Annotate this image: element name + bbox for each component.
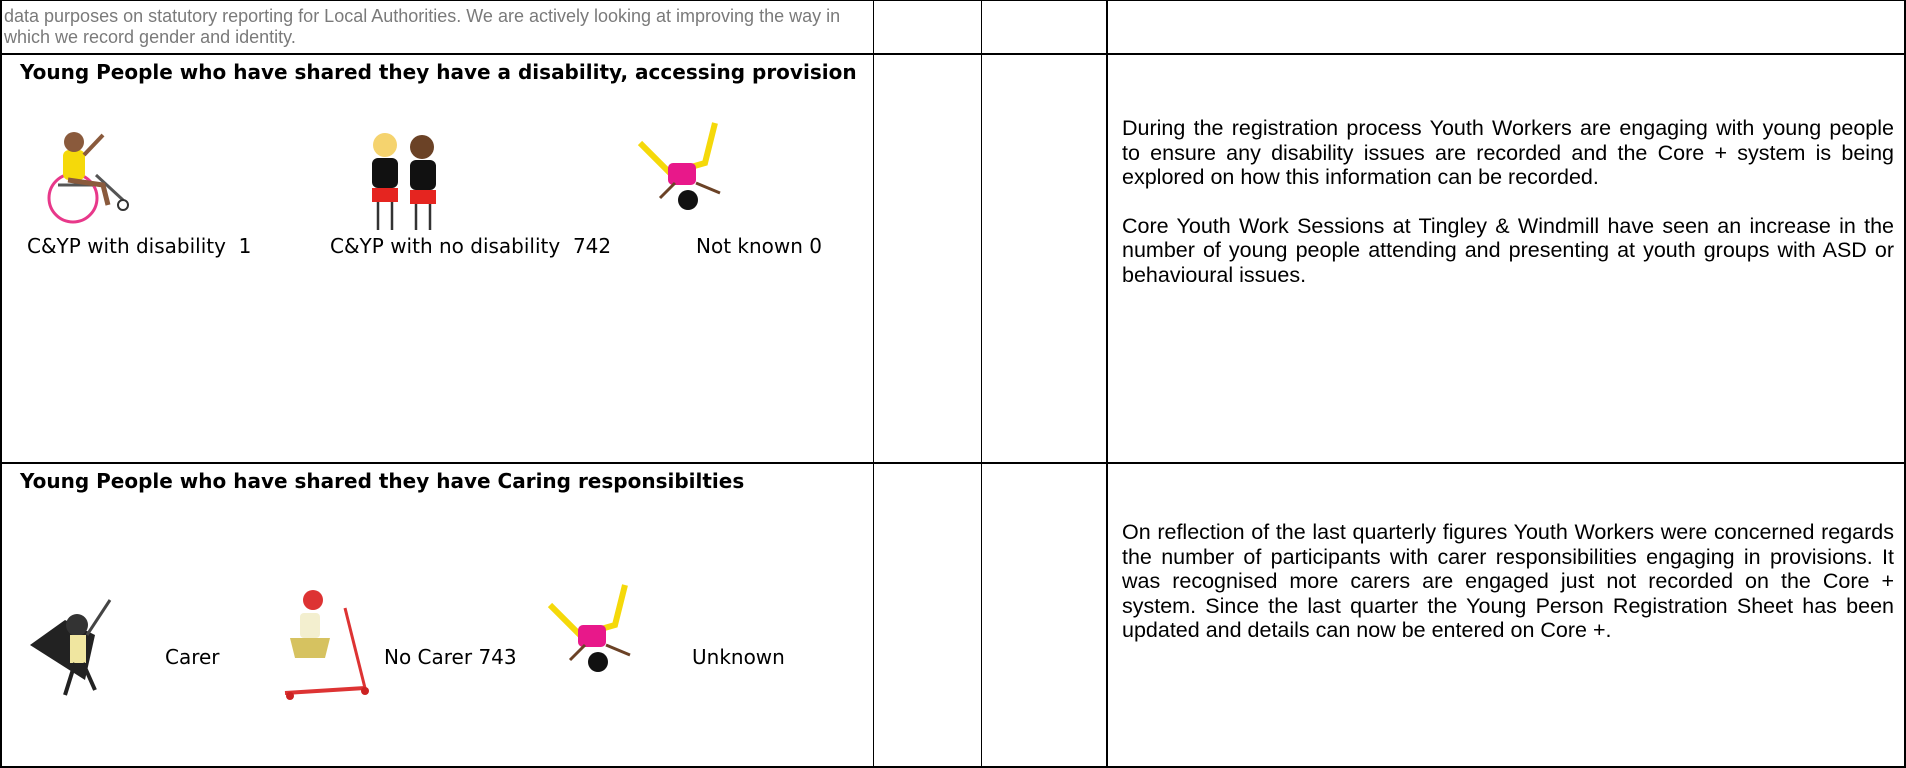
disability-label: Not known 0 xyxy=(696,234,823,258)
border xyxy=(981,0,982,768)
border xyxy=(1106,0,1108,768)
border xyxy=(0,0,1906,1)
figure-superhero xyxy=(30,599,112,696)
note-paragraph: On reflection of the last quarterly figu… xyxy=(1122,520,1894,642)
note-paragraph: During the registration process Youth Wo… xyxy=(1122,116,1894,189)
disability-label: C&YP with no disability 742 xyxy=(330,234,612,258)
section-heading: Young People who have shared they have C… xyxy=(20,469,745,493)
note-paragraph: Core Youth Work Sessions at Tingley & Wi… xyxy=(1122,213,1894,287)
border xyxy=(873,0,874,768)
carer-label: No Carer 743 xyxy=(384,645,517,669)
figure-cartwheel xyxy=(547,584,631,672)
border xyxy=(1904,0,1906,768)
figure-scooter xyxy=(284,590,369,700)
border xyxy=(0,53,1906,55)
border xyxy=(0,766,1906,768)
border xyxy=(0,0,2,768)
carer-label: Unknown xyxy=(692,645,785,669)
figure-wheelchair xyxy=(47,132,129,224)
notes: During the registration process Youth Wo… xyxy=(1122,116,1894,311)
disability-label: C&YP with disability 1 xyxy=(27,234,252,258)
border xyxy=(0,462,1906,464)
carer-label: Carer xyxy=(165,645,220,669)
intro-text: data purposes on statutory reporting for… xyxy=(4,6,841,47)
section-heading: Young People who have shared they have a… xyxy=(20,60,857,84)
figure-cartwheel xyxy=(637,122,721,210)
notes: On reflection of the last quarterly figu… xyxy=(1122,520,1894,667)
figure-friends xyxy=(372,133,436,230)
